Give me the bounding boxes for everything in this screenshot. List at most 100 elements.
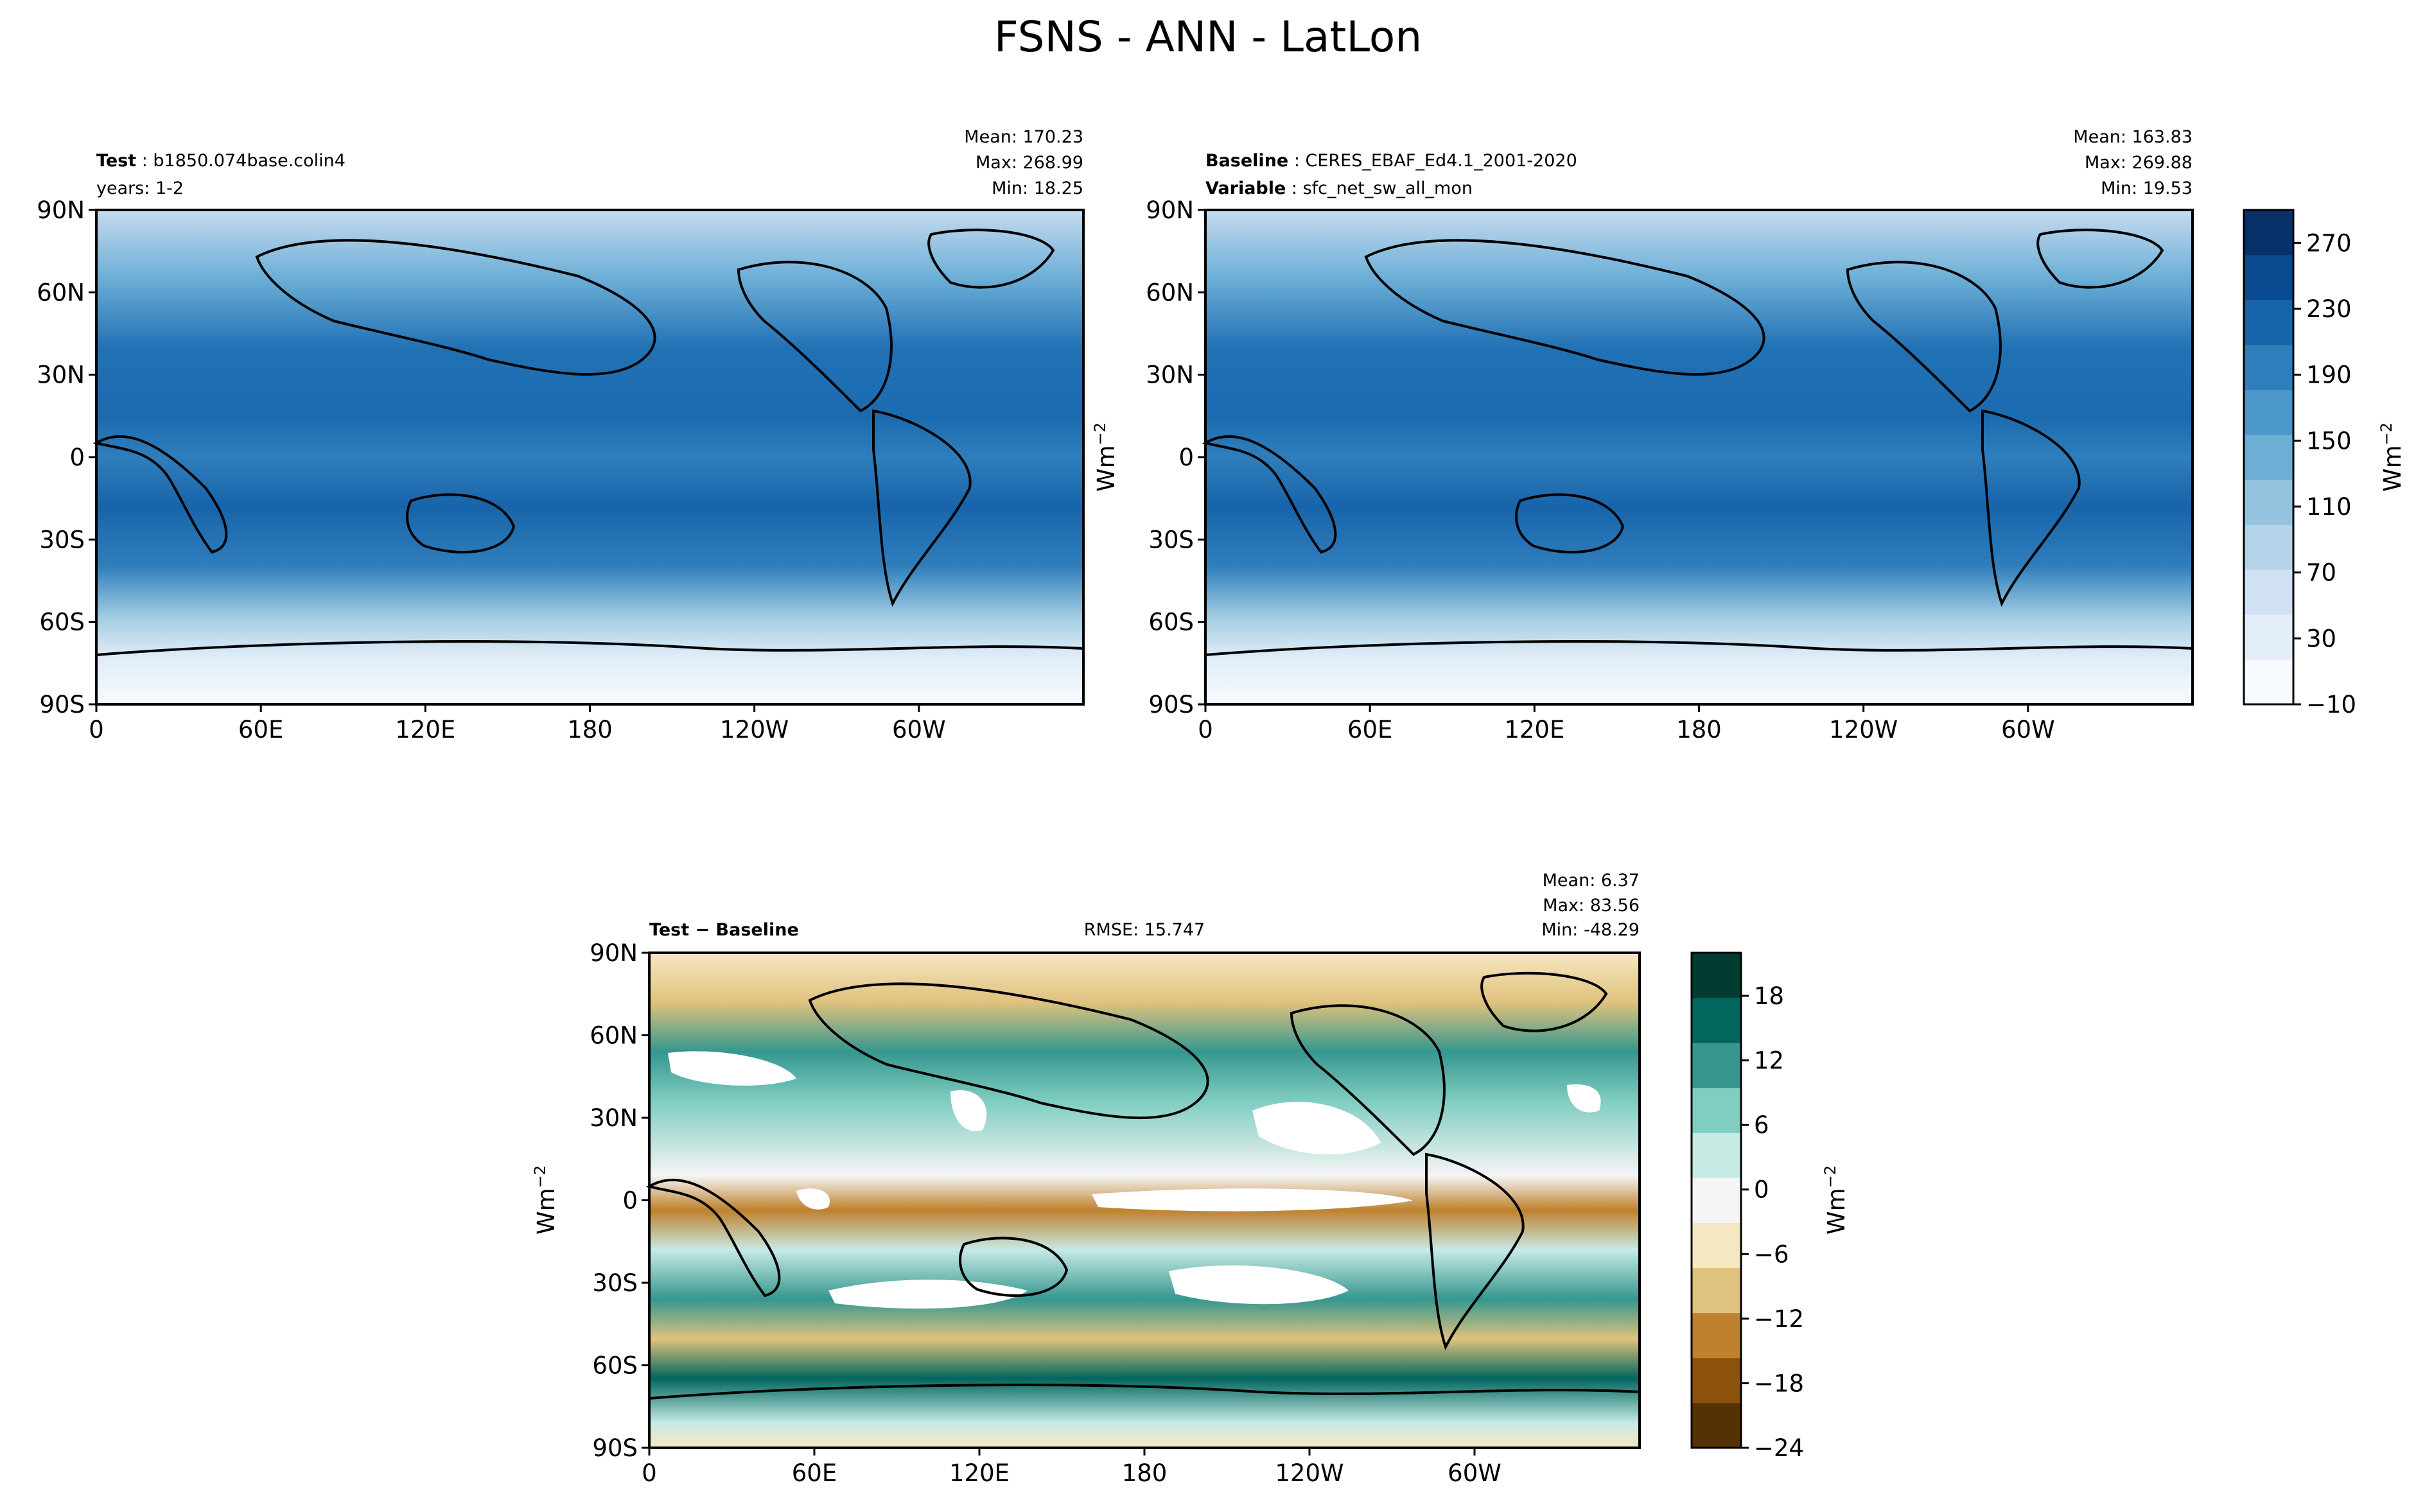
blues-colorbar-frame (2243, 209, 2295, 706)
brbg-colorbar-block (1692, 1357, 1741, 1403)
test-title-bold: Test (96, 151, 136, 171)
baseline-title-value: CERES_EBAF_Ed4.1_2001-2020 (1306, 151, 1577, 171)
blues-colorbar-block (2244, 435, 2293, 480)
difference-ytick-label: 60N (590, 1022, 638, 1050)
blues-colorbar-label-sup: −2 (2377, 422, 2395, 445)
difference-xtick-label: 180 (1122, 1459, 1168, 1487)
brbg-colorbar-block (1692, 1133, 1741, 1178)
test-stat-mean: Mean: 170.23 (964, 127, 1083, 147)
test-ytick-label: 30N (37, 361, 85, 389)
brbg-colorbar-label-sup: −2 (1821, 1165, 1839, 1188)
blues-colorbar-block (2244, 614, 2293, 660)
test-xtick-label: 120E (395, 716, 455, 743)
blues-colorbar-tick-label: 70 (2306, 559, 2336, 587)
brbg-colorbar-label-base: Wm (1823, 1188, 1850, 1235)
brbg-colorbar-block (1692, 1088, 1741, 1133)
baseline-xtick-label: 0 (1198, 716, 1213, 743)
difference-white-regions (668, 1051, 1601, 1309)
blues-colorbar-tick-label: 110 (2306, 493, 2352, 521)
blues-colorbar-block (2244, 390, 2293, 435)
difference-ytick-label: 90N (590, 939, 638, 967)
difference-xtick-label: 120W (1275, 1459, 1344, 1487)
blues-colorbar-block (2244, 480, 2293, 525)
baseline-ytick-label: 90N (1146, 196, 1194, 224)
brbg-colorbar-frame (1690, 952, 1742, 1449)
difference-ytick-label: 60S (592, 1352, 638, 1380)
baseline-coastlines (1202, 229, 2193, 656)
baseline-xtick-label: 180 (1676, 716, 1722, 743)
baseline-ytick-label: 60S (1148, 609, 1194, 636)
blues-colorbar-block (2244, 569, 2293, 615)
baseline-ylabel-sup: −2 (1091, 422, 1109, 445)
baseline-ytick-label: 60N (1146, 279, 1194, 306)
test-xtick-label: 0 (89, 716, 104, 743)
brbg-colorbar-block (1692, 1222, 1741, 1269)
test-ytick-label: 60S (39, 609, 85, 636)
brbg-colorbar-ticks: 18 12 6 0 −6 −12 −18 −24 (1741, 982, 1804, 1462)
test-title-years: years: 1-2 (96, 178, 184, 198)
blues-colorbar-block (2244, 345, 2293, 390)
baseline-title-bold: Baseline (1205, 151, 1288, 171)
blues-colorbar-tick-label: 30 (2306, 625, 2336, 652)
blues-colorbar-tick-label: 190 (2306, 361, 2352, 389)
test-panel: Test : b1850.074base.colin4 years: 1-2 M… (37, 127, 1085, 743)
difference-ytick-label: 90S (592, 1434, 638, 1462)
test-ytick-label: 30S (39, 526, 85, 553)
blues-colorbar-label-base: Wm (2379, 445, 2406, 492)
blues-colorbar-tick-label: 230 (2306, 295, 2352, 323)
brbg-colorbar-tick-label: −12 (1754, 1305, 1804, 1333)
test-ytick-label: 90N (37, 196, 85, 224)
brbg-colorbar-label: Wm−2 (1821, 1165, 1850, 1235)
test-xtick-label: 180 (567, 716, 613, 743)
baseline-ytick-label: 30S (1148, 526, 1194, 553)
difference-ytick-label: 30N (590, 1104, 638, 1132)
difference-xtick-label: 120E (949, 1459, 1010, 1487)
blues-colorbar-ticks: 270 230 190 150 110 70 30 −10 (2293, 229, 2356, 718)
blues-colorbar-tick-label: 270 (2306, 229, 2352, 257)
brbg-colorbar-block (1692, 998, 1741, 1043)
test-axis-ticks: 0 60E 120E 180 120W 60W 90N 60N 30N 0 30S 60S 90S (37, 196, 945, 743)
brbg-colorbar-tick-label: −24 (1754, 1434, 1804, 1462)
difference-xtick-label: 0 (642, 1459, 657, 1487)
baseline-ylabel-base: Wm (1092, 445, 1120, 492)
baseline-stat-mean: Mean: 163.83 (2073, 127, 2193, 147)
test-title-sep: : (136, 151, 153, 171)
brbg-colorbar-tick-label: 12 (1754, 1047, 1784, 1075)
brbg-colorbar-block (1692, 1043, 1741, 1088)
blues-colorbar-block (2244, 210, 2293, 256)
figure-title: FSNS - ANN - LatLon (994, 12, 1422, 62)
test-ytick-label: 0 (69, 444, 85, 471)
brbg-colorbar-blocks (1692, 953, 1741, 1448)
difference-stat-mean: Mean: 6.37 (1543, 871, 1640, 891)
blues-colorbar-tick-label: −10 (2306, 691, 2356, 718)
baseline-map-field (1205, 210, 2193, 704)
test-ytick-label: 90S (39, 691, 85, 718)
difference-ylabel-sup: −2 (531, 1165, 549, 1188)
baseline-stat-max: Max: 269.88 (2085, 153, 2193, 173)
brbg-colorbar-block (1692, 1267, 1741, 1314)
test-stat-max: Max: 268.99 (976, 153, 1083, 173)
baseline-title-label: Baseline : CERES_EBAF_Ed4.1_2001-2020 (1205, 151, 1577, 171)
brbg-colorbar-tick-label: 6 (1754, 1111, 1769, 1139)
baseline-variable-label: Variable : sfc_net_sw_all_mon (1205, 178, 1473, 198)
test-title-value: b1850.074base.colin4 (153, 151, 346, 171)
baseline-xtick-label: 120E (1504, 716, 1564, 743)
baseline-ytick-label: 90S (1148, 691, 1194, 718)
brbg-colorbar-tick-label: 18 (1754, 982, 1784, 1010)
blues-colorbar-tick-label: 150 (2306, 427, 2352, 455)
baseline-variable-sep: : (1286, 178, 1302, 198)
difference-ylabel-base: Wm (532, 1188, 560, 1235)
test-xtick-label: 120W (720, 716, 789, 743)
difference-xtick-label: 60W (1448, 1459, 1501, 1487)
difference-title-center: RMSE: 15.747 (1084, 920, 1205, 940)
baseline-variable-value: sfc_net_sw_all_mon (1303, 178, 1473, 198)
baseline-ylabel: Wm−2 (1091, 422, 1120, 492)
baseline-xtick-label: 60W (2001, 716, 2055, 743)
blues-colorbar-block (2244, 525, 2293, 570)
difference-ylabel: Wm−2 (531, 1165, 560, 1235)
test-coastlines (92, 229, 1084, 656)
baseline-axis-ticks: 0 60E 120E 180 120W 60W 90N 60N 30N 0 30S 60S 90S (1146, 196, 2054, 743)
brbg-colorbar-block (1692, 1312, 1741, 1359)
test-title-label: Test : b1850.074base.colin4 (96, 151, 346, 171)
baseline-panel: Baseline : CERES_EBAF_Ed4.1_2001-2020 Va… (1091, 127, 2194, 743)
